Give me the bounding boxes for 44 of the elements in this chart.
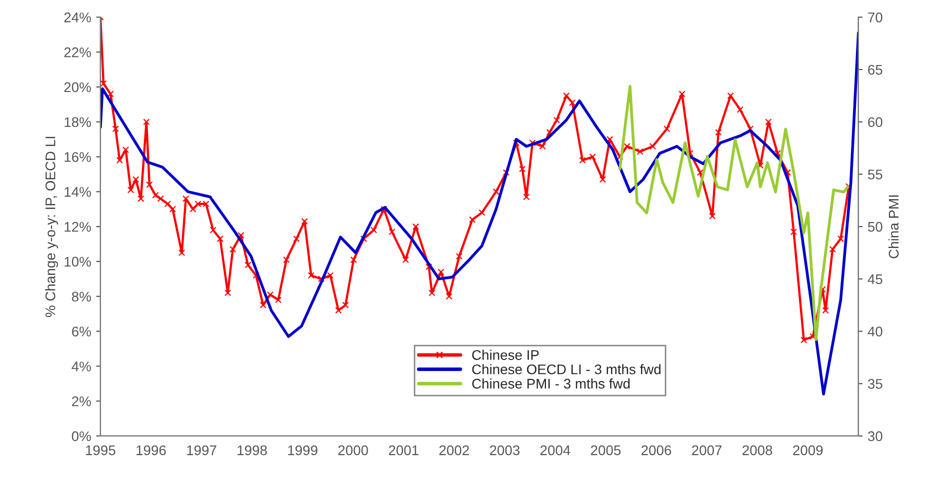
- y-tick-label: 0%: [72, 431, 91, 442]
- y2-tick-label: 35: [868, 378, 882, 389]
- y2-tick-label: 40: [868, 326, 882, 336]
- y2-axis-title: China PMI: [888, 195, 899, 258]
- x-tick-label: 2003: [490, 445, 520, 456]
- y-tick-label: 22%: [64, 47, 91, 58]
- x-tick-label: 2001: [388, 445, 418, 456]
- x-tick-label: 2000: [338, 445, 368, 456]
- line-series: [618, 84, 850, 342]
- y-tick-label: 6%: [72, 326, 91, 336]
- x-tick-label: 2006: [642, 445, 672, 456]
- y-tick-label: 4%: [72, 362, 91, 372]
- y2-tick-label: 60: [868, 117, 882, 128]
- x-tick-label: 2004: [540, 445, 570, 456]
- y2-tick-label: 65: [868, 64, 882, 75]
- y-tick-label: 16%: [64, 152, 91, 162]
- x-tick-label: 1997: [187, 445, 216, 456]
- x-tick-label: 2008: [742, 445, 772, 456]
- line-series: [100, 31, 858, 396]
- y2-tick-label: 55: [868, 170, 882, 180]
- legend-label: Chinese IP: [472, 350, 539, 360]
- y2-tick-label: 30: [868, 431, 882, 442]
- x-tick-label: 1996: [136, 445, 166, 456]
- x-tick-label: 1995: [86, 445, 116, 456]
- y-tick-label: 12%: [64, 222, 91, 232]
- y-tick-label: 24%: [64, 12, 91, 22]
- y-axis-title: % Change y-o-y: IP, OECD LI: [45, 136, 58, 318]
- y2-tick-label: 50: [868, 222, 882, 232]
- y-tick-label: 20%: [64, 82, 91, 92]
- x-tick-label: 1998: [238, 445, 267, 456]
- x-tick-label: 2005: [590, 445, 621, 456]
- x-tick-label: 2009: [793, 445, 823, 456]
- y-tick-label: 8%: [72, 292, 91, 302]
- y-tick-label: 18%: [64, 117, 91, 128]
- legend-label: Chinese OECD LI - 3 mths fwd: [472, 364, 660, 374]
- y-tick-label: 2%: [72, 396, 91, 406]
- y2-tick-label: 45: [868, 274, 882, 284]
- x-tick-label: 2002: [439, 445, 469, 456]
- legend-label: Chinese PMI - 3 mths fwd: [472, 378, 630, 389]
- y-tick-label: 10%: [64, 256, 91, 267]
- y-tick-label: 14%: [64, 187, 91, 197]
- x-tick-label: 2007: [692, 445, 722, 456]
- y2-tick-label: 70: [868, 12, 882, 22]
- x-tick-label: 1999: [288, 445, 318, 456]
